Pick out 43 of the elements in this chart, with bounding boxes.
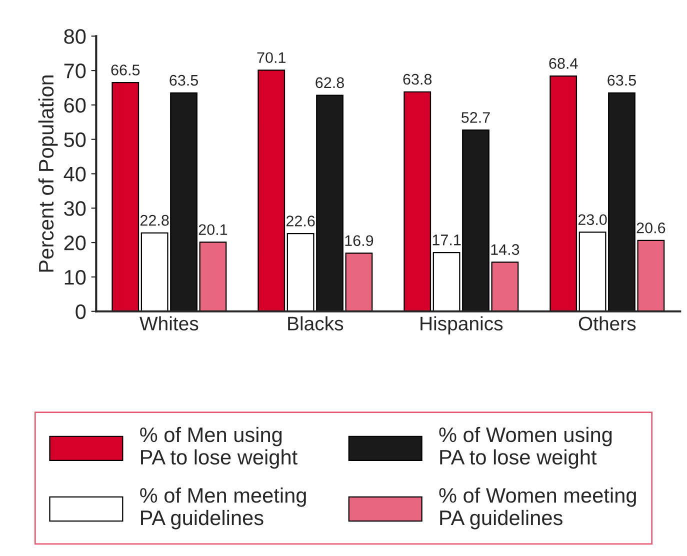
y-tick-label: 20	[64, 236, 86, 250]
data-label: 20.1	[198, 224, 228, 236]
bar	[404, 91, 432, 312]
legend-label: % of Women using PA to lose weight	[439, 426, 612, 469]
data-label: 66.5	[111, 64, 140, 76]
data-label: 14.3	[491, 244, 520, 255]
data-label: 63.5	[608, 74, 636, 86]
x-tick-label: Whites	[140, 316, 198, 331]
legend-label: % of Women meeting PA guidelines	[439, 487, 636, 530]
data-label: 20.6	[636, 222, 666, 234]
bar	[432, 252, 460, 312]
y-tick-label: 40	[64, 166, 86, 182]
x-tick-label: Blacks	[288, 316, 344, 331]
y-tick-label: 30	[64, 201, 86, 216]
y-tick-label: 60	[64, 98, 86, 113]
data-label: 62.8	[316, 77, 344, 88]
bar	[199, 242, 227, 312]
bar	[550, 75, 578, 312]
bar	[112, 82, 140, 312]
y-tick-label: 50	[64, 132, 86, 148]
x-tick-label: Hispanics	[420, 316, 503, 334]
data-label: 63.8	[403, 74, 432, 85]
data-label: 68.4	[549, 58, 578, 69]
data-label: 63.5	[170, 74, 198, 86]
data-label: 22.8	[140, 214, 169, 226]
y-axis-title: Percent of Population	[38, 75, 58, 272]
y-tick-label: 70	[64, 64, 86, 78]
legend-label: % of Men meeting PA guidelines	[140, 487, 306, 530]
y-tick-label: 80	[64, 29, 86, 44]
bar	[258, 70, 286, 312]
data-label: 17.1	[432, 234, 461, 246]
data-label: 16.9	[345, 235, 374, 246]
bar	[345, 252, 373, 312]
bar	[491, 262, 519, 312]
y-tick-label: 0	[76, 304, 86, 320]
y-tick-label: 10	[64, 270, 86, 285]
data-label: 22.6	[286, 216, 315, 226]
legend-label: % of Men using PA to lose weight	[140, 426, 298, 469]
data-label: 23.0	[578, 214, 607, 226]
x-tick-label: Others	[578, 316, 636, 331]
data-label: 52.7	[461, 112, 490, 123]
data-label: 70.1	[257, 52, 286, 64]
bar	[578, 232, 606, 312]
